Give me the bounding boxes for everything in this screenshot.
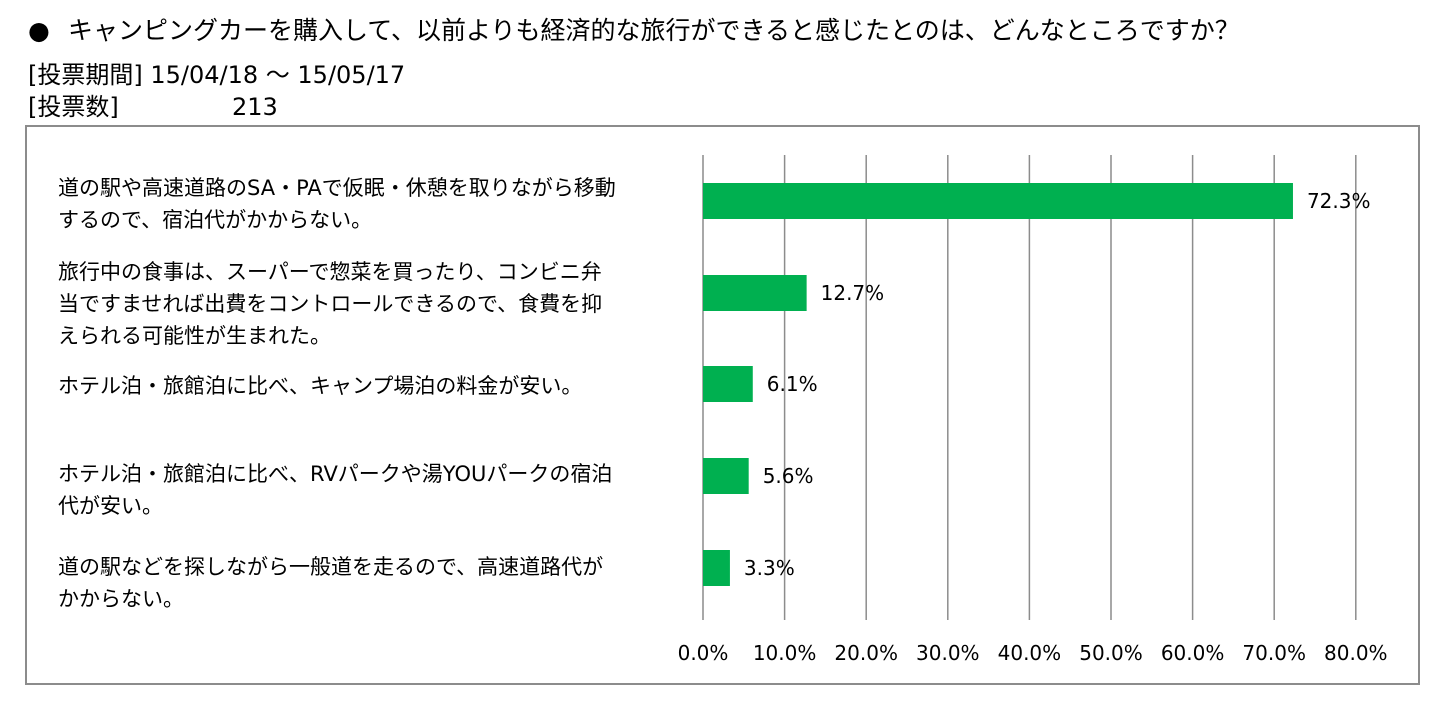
vote-period: [投票期間] 15/04/18 ～ 15/05/17 [28, 61, 406, 89]
category-label: 道の駅や高速道路のSA・PAで仮眠・休憩を取りながら移動 するので、宿泊代がかか… [58, 176, 616, 232]
x-tick-label: 0.0% [678, 641, 729, 665]
data-label: 3.3% [744, 556, 795, 580]
category-label: 道の駅などを探しながら一般道を走るので、高速道路代が かからない。 [58, 555, 604, 611]
x-tick-label: 50.0% [1079, 641, 1143, 665]
category-label: ホテル泊・旅館泊に比べ、キャンプ場泊の料金が安い。 [58, 374, 583, 398]
bar [703, 183, 1293, 219]
x-tick-label: 70.0% [1242, 641, 1306, 665]
data-label: 12.7% [821, 281, 885, 305]
bar [703, 366, 753, 402]
bullet-icon: ● [28, 16, 50, 45]
vote-count-label: [投票数] [28, 93, 119, 121]
category-label: ホテル泊・旅館泊に比べ、RVパークや湯YOUパークの宿泊 代が安い。 [58, 462, 613, 518]
data-label: 5.6% [763, 464, 814, 488]
question-title: ● キャンピングカーを購入して、以前よりも経済的な旅行ができると感じたとのは、どん… [28, 14, 1240, 48]
x-tick-label: 80.0% [1324, 641, 1388, 665]
x-tick-label: 20.0% [834, 641, 898, 665]
x-tick-label: 30.0% [916, 641, 980, 665]
vote-count-value: 213 [232, 93, 278, 121]
x-tick-label: 10.0% [753, 641, 817, 665]
vote-count-row: [投票数] 213 [28, 92, 278, 122]
bar [703, 458, 749, 494]
x-tick-label: 60.0% [1161, 641, 1225, 665]
question-text: キャンピングカーを購入して、以前よりも経済的な旅行ができると感じたとのは、どんな… [68, 16, 1240, 45]
bar [703, 275, 807, 311]
data-label: 72.3% [1307, 189, 1371, 213]
bar [703, 550, 730, 586]
x-tick-label: 40.0% [998, 641, 1062, 665]
category-label: 旅行中の食事は、スーパーで惣菜を買ったり、コンビニ弁 当ですませれば出費をコント… [58, 260, 603, 348]
data-label: 6.1% [767, 372, 818, 396]
chart-frame [25, 125, 1420, 685]
